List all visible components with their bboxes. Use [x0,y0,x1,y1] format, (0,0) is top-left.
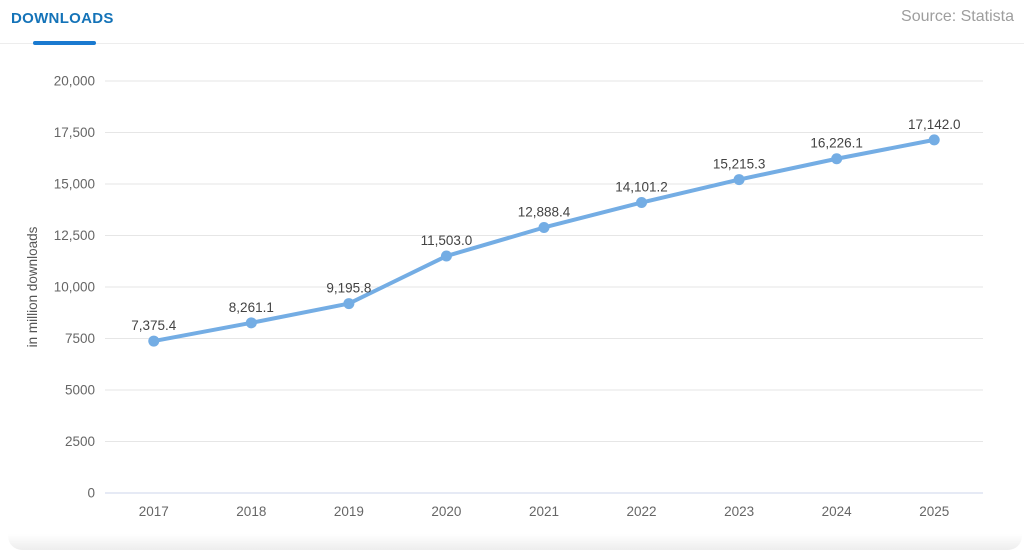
y-tick-label: 17,500 [54,125,95,140]
y-tick-label: 7500 [65,331,95,346]
active-tab-indicator [33,41,96,45]
x-tick-label-2023: 2023 [724,504,754,519]
data-point-2021[interactable] [538,221,550,233]
x-tick-label-2024: 2024 [822,504,853,519]
data-label-2024: 16,226.1 [810,136,863,151]
y-tick-label: 0 [87,486,95,501]
x-tick-label-2018: 2018 [236,504,266,519]
x-tick-label-2022: 2022 [627,504,657,519]
y-tick-label: 20,000 [54,74,95,89]
y-tick-label: 10,000 [54,280,95,295]
data-point-2019[interactable] [343,298,355,310]
x-tick-label-2020: 2020 [431,504,461,519]
data-label-2019: 9,195.8 [326,281,371,296]
data-point-2020[interactable] [440,250,452,262]
x-tick-label-2019: 2019 [334,504,364,519]
source-attribution: Source: Statista [901,8,1014,25]
data-label-2025: 17,142.0 [908,117,961,132]
data-point-2018[interactable] [245,317,257,329]
line-chart: 0 2500 5000 7500 10,000 12,500 15,000 17,500 20,… [0,48,1024,550]
data-label-2020: 11,503.0 [421,233,473,248]
data-label-2021: 12,888.4 [518,204,571,219]
x-tick-label-2021: 2021 [529,504,559,519]
data-point-2024[interactable] [831,153,843,165]
x-tick-label-2017: 2017 [139,504,169,519]
y-axis-title: in million downloads [25,226,40,347]
data-point-2017[interactable] [148,335,160,347]
data-label-2022: 14,101.2 [615,180,668,195]
y-tick-label: 5000 [65,383,95,398]
y-tick-label: 2500 [65,434,95,449]
data-point-2025[interactable] [928,134,940,146]
data-label-2017: 7,375.4 [131,318,177,333]
data-label-2023: 15,215.3 [713,157,766,172]
data-point-2022[interactable] [636,197,648,209]
line-chart-svg: 0 2500 5000 7500 10,000 12,500 15,000 17,500 20,… [25,74,983,519]
chart-header: DOWNLOADS Source: Statista [0,0,1024,45]
data-point-2023[interactable] [733,174,745,186]
x-tick-label-2025: 2025 [919,504,949,519]
y-tick-label: 12,500 [54,228,95,243]
tab-downloads[interactable]: DOWNLOADS [11,10,114,27]
data-label-2018: 8,261.1 [229,300,274,315]
y-tick-label: 15,000 [54,177,95,192]
